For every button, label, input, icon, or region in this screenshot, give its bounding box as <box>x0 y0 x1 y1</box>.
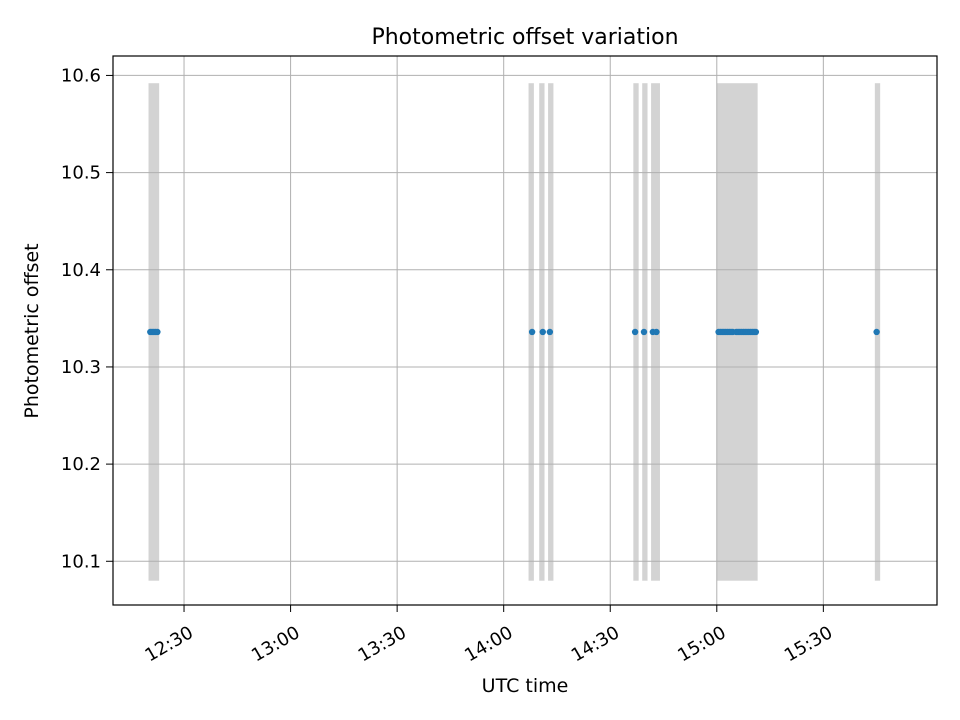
grid-lines <box>113 56 937 605</box>
y-tick-label: 10.1 <box>61 551 101 572</box>
data-point <box>631 328 639 336</box>
y-axis-label: Photometric offset <box>21 243 43 418</box>
x-tick-label: 13:30 <box>355 622 410 666</box>
data-point <box>752 328 760 336</box>
plot-frame <box>112 55 938 606</box>
y-tick-label: 10.2 <box>61 454 101 475</box>
data-point <box>546 328 554 336</box>
x-tick-label: 14:30 <box>568 622 623 666</box>
observation-bands <box>148 83 881 581</box>
x-tick-label: 15:30 <box>781 622 836 666</box>
x-tick-label: 15:00 <box>674 622 729 666</box>
data-point <box>154 328 161 336</box>
data-point <box>528 328 536 336</box>
y-axis: 10.1 10.2 10.3 10.4 10.5 10.6 <box>61 65 113 572</box>
data-points <box>147 328 880 336</box>
data-point <box>539 328 546 336</box>
data-point <box>653 328 660 336</box>
x-axis-label: UTC time <box>482 675 569 697</box>
y-tick-label: 10.5 <box>61 163 101 184</box>
x-tick-label: 14:00 <box>461 622 516 666</box>
x-tick-label: 13:00 <box>248 622 303 666</box>
data-point <box>873 328 880 336</box>
chart-title: Photometric offset variation <box>371 25 678 50</box>
y-tick-label: 10.6 <box>61 65 101 86</box>
x-axis: 12:30 13:00 13:30 14:00 14:30 15:00 15:30 <box>142 605 836 666</box>
y-tick-label: 10.3 <box>61 357 101 378</box>
x-tick-label: 12:30 <box>142 622 197 666</box>
y-tick-label: 10.4 <box>61 260 101 281</box>
data-point <box>640 328 648 336</box>
